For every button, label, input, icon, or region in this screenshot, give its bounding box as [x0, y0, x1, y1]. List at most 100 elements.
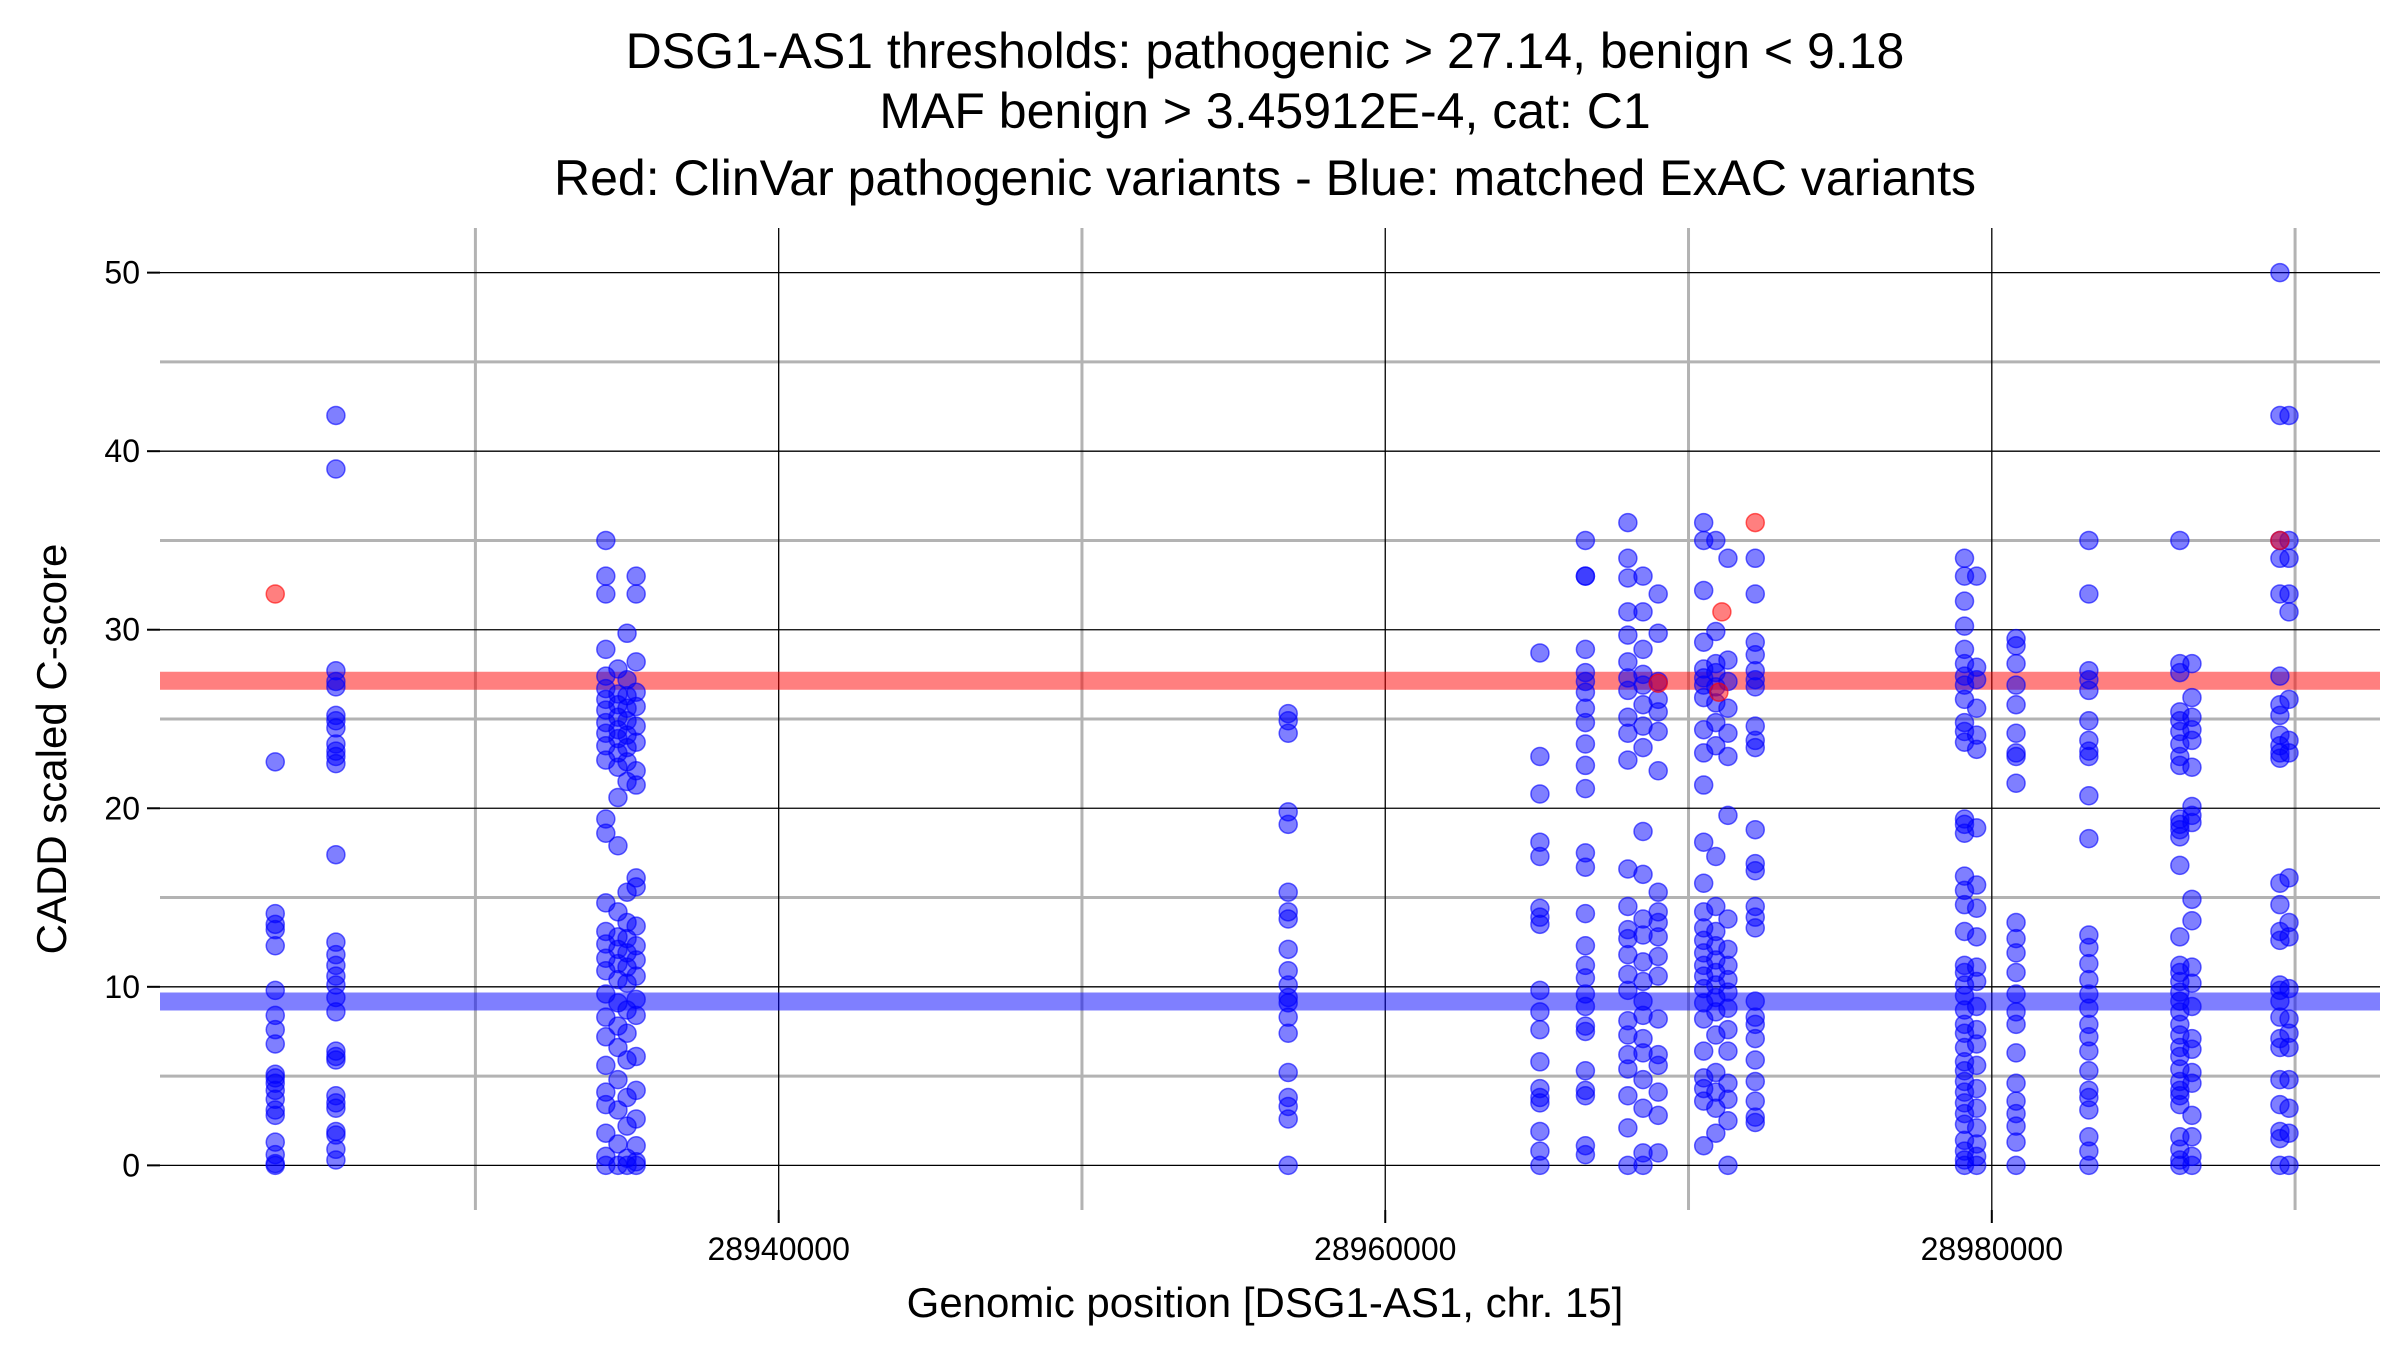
data-point: [2079, 584, 2099, 604]
data-point: [1633, 639, 1653, 660]
data-point: [596, 566, 616, 586]
data-point: [626, 1080, 646, 1101]
data-point: [1693, 1041, 1714, 1061]
data-point: [265, 936, 285, 956]
data-point: [2182, 889, 2202, 910]
data-point: [1706, 896, 1726, 917]
data-point: [2182, 653, 2202, 674]
data-point: [1648, 1055, 1668, 1076]
data-point: [596, 639, 616, 660]
x-tick-label: 28940000: [708, 1231, 850, 1267]
data-point: [596, 823, 616, 844]
data-point: [1633, 566, 1653, 586]
data-point: [1618, 750, 1638, 770]
data-point: [2279, 743, 2299, 763]
data-point: [2006, 912, 2026, 933]
data-points: [265, 262, 2299, 1176]
data-point: [2006, 723, 2026, 744]
data-point: [1709, 682, 1729, 702]
data-point: [1618, 896, 1638, 917]
data-point: [2079, 1041, 2099, 1061]
data-point: [265, 919, 285, 940]
data-point: [2079, 953, 2099, 974]
data-point: [1718, 723, 1738, 744]
data-point: [626, 877, 646, 897]
data-point: [2006, 1116, 2026, 1136]
data-point: [596, 1055, 616, 1076]
data-point: [1575, 936, 1596, 956]
data-point: [1718, 650, 1738, 670]
data-point: [1706, 621, 1726, 642]
data-point: [2279, 868, 2299, 888]
data-point: [626, 566, 646, 586]
data-point: [1575, 1144, 1596, 1165]
data-point: [1278, 909, 1298, 929]
data-point: [2279, 978, 2299, 999]
data-point: [2182, 730, 2202, 751]
data-point: [626, 584, 646, 604]
data-point: [1966, 818, 1987, 838]
data-point: [626, 1046, 646, 1067]
data-point: [326, 753, 346, 774]
data-point: [2182, 1039, 2202, 1060]
data-point: [1745, 1028, 1765, 1049]
data-point: [2079, 1060, 2099, 1081]
data-point: [596, 584, 616, 604]
data-point: [2079, 1155, 2099, 1176]
data-point: [1278, 723, 1298, 744]
data-point: [2182, 687, 2202, 708]
data-point: [2079, 530, 2099, 551]
data-point: [1718, 1155, 1738, 1176]
data-point: [265, 1105, 285, 1126]
data-point: [626, 1155, 646, 1176]
data-point: [2182, 957, 2202, 977]
data-point: [1575, 903, 1596, 924]
data-point: [626, 775, 646, 795]
y-tick-label: 10: [104, 969, 140, 1005]
data-point: [626, 950, 646, 970]
data-point: [2006, 1014, 2026, 1035]
data-point: [1693, 632, 1714, 652]
data-point: [1530, 1121, 1550, 1142]
data-point: [1648, 966, 1668, 986]
data-point: [1966, 1034, 1987, 1054]
y-axis-ticks: 0 10 20 30 40 50: [104, 255, 160, 1183]
data-point: [1745, 1091, 1765, 1111]
data-point: [2279, 927, 2299, 947]
data-point: [2279, 405, 2299, 426]
data-point: [1530, 784, 1550, 804]
data-point: [1706, 846, 1726, 867]
data-point: [1966, 739, 1987, 760]
y-tick-label: 30: [104, 612, 140, 648]
data-point: [596, 530, 616, 551]
data-point: [265, 1155, 285, 1176]
data-point: [1706, 736, 1726, 756]
grid: [160, 228, 2380, 1210]
data-point: [2270, 666, 2290, 686]
data-point: [1954, 548, 1975, 569]
data-point: [2170, 827, 2190, 847]
data-point: [326, 718, 346, 738]
data-point: [2079, 711, 2099, 731]
data-point: [2079, 746, 2099, 767]
data-point: [1718, 909, 1738, 929]
data-point: [2079, 1100, 2099, 1120]
data-point: [1633, 864, 1653, 885]
data-point: [1693, 873, 1714, 894]
data-point: [2006, 746, 2026, 767]
data-point: [1530, 1155, 1550, 1176]
data-point: [1278, 814, 1298, 835]
data-point: [1718, 1110, 1738, 1131]
data-point: [2170, 530, 2190, 551]
data-point: [2079, 786, 2099, 806]
data-point: [1633, 1069, 1653, 1090]
x-axis-label: Genomic position [DSG1-AS1, chr. 15]: [907, 1279, 1624, 1326]
data-point: [2006, 943, 2026, 963]
data-point: [1648, 946, 1668, 967]
data-point: [1575, 778, 1596, 799]
data-point: [626, 716, 646, 736]
data-point: [1648, 623, 1668, 644]
data-point: [1575, 996, 1596, 1017]
y-tick-label: 0: [122, 1147, 140, 1183]
title-line-2: MAF benign > 3.45912E-4, cat: C1: [879, 83, 1650, 139]
